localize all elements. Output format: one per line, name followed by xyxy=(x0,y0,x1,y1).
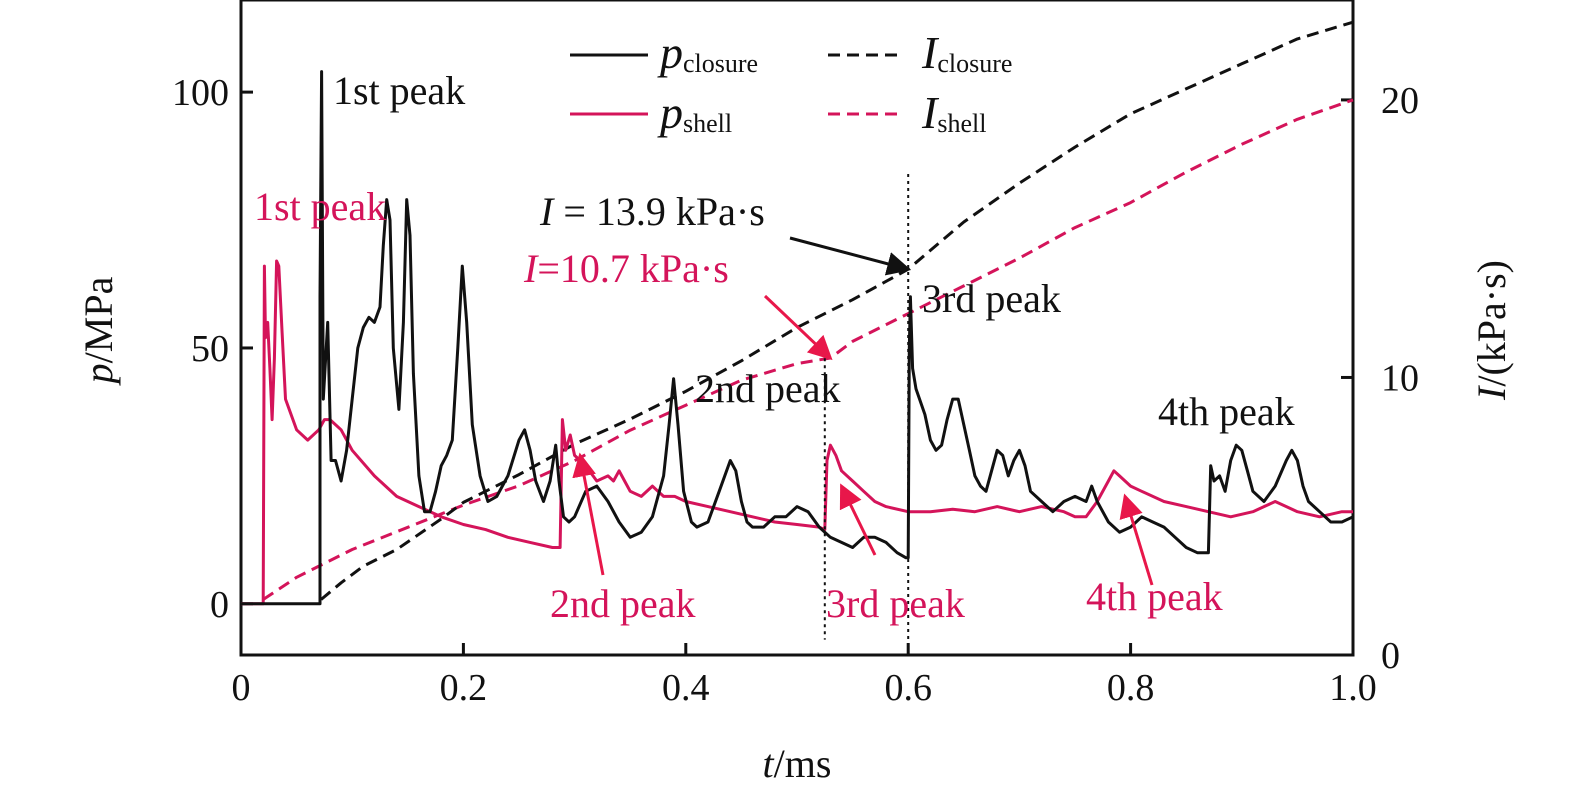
legend: pclosure Iclosure pshell Ishell xyxy=(570,27,1012,138)
arrow-shell-4th-peak xyxy=(1119,493,1154,586)
legend-label-i-shell: Ishell xyxy=(921,87,986,138)
legend-label-p-closure: pclosure xyxy=(657,27,758,78)
arrow-shell-3rd-peak xyxy=(839,483,877,556)
x-tick-label: 0.2 xyxy=(440,667,488,709)
series-line-p-closure xyxy=(241,70,1354,606)
x-tick-label: 0.4 xyxy=(662,667,710,709)
x-tick-label: 0.6 xyxy=(884,667,932,709)
y-axis-right-title: I/(kPa·s) xyxy=(1469,260,1514,401)
y-left-tick-label: 100 xyxy=(172,72,229,114)
legend-label-p-shell: pshell xyxy=(657,87,732,138)
anno-shell-2nd-peak: 2nd peak xyxy=(550,581,696,626)
y-left-tick-label: 0 xyxy=(210,584,229,626)
x-tick-label: 0 xyxy=(232,667,251,709)
anno-shell-4th-peak: 4th peak xyxy=(1086,574,1223,619)
x-tick-label: 0.8 xyxy=(1107,667,1155,709)
y-right-tick-label: 10 xyxy=(1381,357,1419,399)
anno-impulse-shell: I=10.7 kPa·s xyxy=(523,246,729,291)
legend-label-i-closure: Iclosure xyxy=(921,27,1012,78)
anno-closure-1st-peak: 1st peak xyxy=(333,68,465,113)
anno-shell-1st-peak: 1st peak xyxy=(254,184,386,229)
series-line-I-closure xyxy=(320,20,1354,601)
x-tick-label: 1.0 xyxy=(1329,667,1377,709)
y-right-tick-label: 20 xyxy=(1381,80,1419,122)
arrow-impulse-shell xyxy=(763,294,833,361)
y-axis-left-title: p/MPa xyxy=(76,276,121,386)
arrow-impulse-closure xyxy=(789,236,912,276)
series-line-I-shell xyxy=(262,98,1354,601)
arrow-shell-2nd-peak xyxy=(572,452,605,576)
x-axis-title: t/ms xyxy=(763,741,832,786)
anno-closure-4th-peak: 4th peak xyxy=(1158,389,1295,434)
anno-closure-3rd-peak: 3rd peak xyxy=(922,276,1061,321)
anno-impulse-closure: I = 13.9 kPa·s xyxy=(539,189,765,234)
anno-shell-3rd-peak: 3rd peak xyxy=(826,581,965,626)
plot-frame xyxy=(239,0,1355,657)
y-right-tick-label: 0 xyxy=(1381,635,1400,677)
anno-closure-2nd-peak: 2nd peak xyxy=(695,366,841,411)
y-left-tick-label: 50 xyxy=(191,328,229,370)
